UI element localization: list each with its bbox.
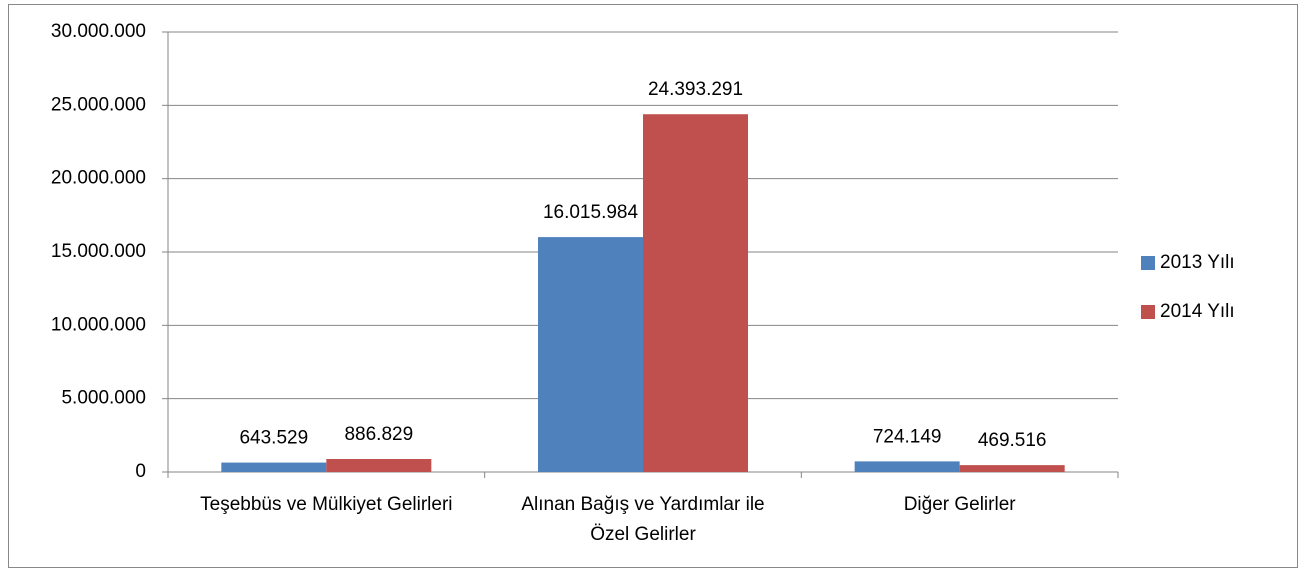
data-label: 16.015.984 <box>543 202 639 223</box>
x-tick-label: Teşebbüs ve Mülkiyet Gelirleri <box>200 494 453 515</box>
y-tick-label: 10.000.000 <box>51 314 146 335</box>
data-label: 724.149 <box>873 426 942 447</box>
data-label: 24.393.291 <box>648 79 743 100</box>
y-tick-label: 25.000.000 <box>51 94 146 115</box>
y-tick-label: 30.000.000 <box>51 21 146 42</box>
bar <box>326 458 432 472</box>
bar <box>643 114 748 472</box>
bar <box>959 465 1065 472</box>
data-label: 886.829 <box>344 424 413 445</box>
x-tick-label: Alınan Bağış ve Yardımlar ile Özel Gelir… <box>521 494 765 545</box>
legend-swatch <box>1141 305 1155 319</box>
legend-swatch <box>1141 256 1155 270</box>
legend-label: 2014 Yılı <box>1160 301 1235 322</box>
bar <box>221 462 327 472</box>
y-tick-label: 5.000.000 <box>61 388 146 409</box>
y-tick-label: 20.000.000 <box>51 168 146 189</box>
y-tick-label: 15.000.000 <box>51 241 146 262</box>
bar <box>854 461 960 472</box>
bar <box>538 237 643 472</box>
data-label: 643.529 <box>239 428 308 449</box>
y-tick-label: 0 <box>135 461 146 482</box>
x-tick-label: Diğer Gelirler <box>903 494 1016 515</box>
data-label: 469.516 <box>978 430 1047 451</box>
legend-label: 2013 Yılı <box>1160 252 1235 273</box>
